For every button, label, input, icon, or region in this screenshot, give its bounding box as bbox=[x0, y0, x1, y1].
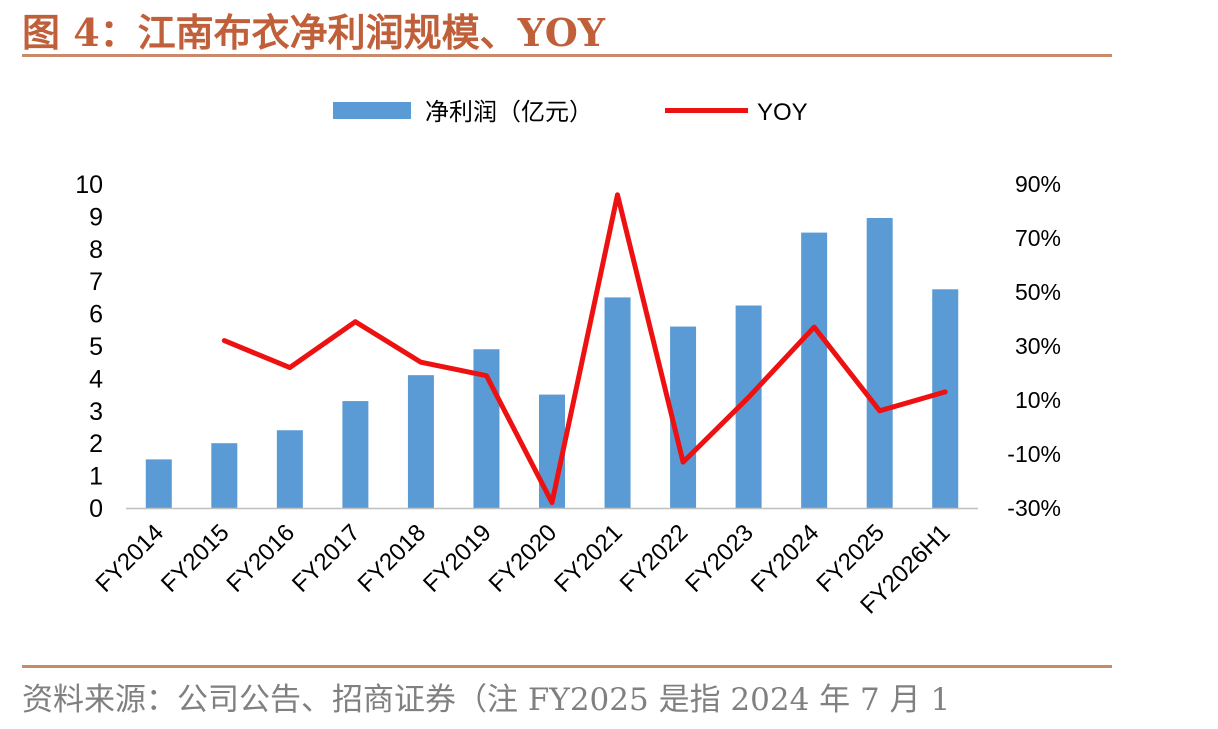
title-rule bbox=[22, 54, 1112, 57]
left-tick-label: 10 bbox=[75, 171, 103, 199]
figure-title: 图 4：江南布衣净利润规模、YOY bbox=[22, 10, 606, 55]
left-tick-label: 8 bbox=[89, 236, 103, 264]
x-axis: FY2014FY2015FY2016FY2017FY2018FY2019FY20… bbox=[90, 519, 955, 619]
chart: 净利润（亿元） YOY 0 1 2 3 4 5 6 7 8 9 10 -30% -10% 10% 30% 5… bbox=[75, 99, 1061, 619]
right-tick-label: 90% bbox=[1015, 171, 1061, 197]
source-note: 资料来源：公司公告、招商证券（注 FY2025 是指 2024 年 7 月 1 bbox=[22, 682, 951, 718]
bar bbox=[801, 232, 828, 508]
bar bbox=[342, 401, 369, 508]
left-tick-label: 0 bbox=[89, 495, 103, 523]
legend-bar-swatch bbox=[333, 102, 411, 119]
bar bbox=[211, 443, 238, 508]
x-tick-label: FY2018 bbox=[353, 519, 432, 598]
bar bbox=[276, 430, 303, 508]
right-tick-label: 10% bbox=[1015, 387, 1061, 413]
yoy-line bbox=[221, 192, 948, 506]
right-tick-label: 50% bbox=[1015, 279, 1061, 305]
x-tick-label: FY2014 bbox=[90, 519, 169, 598]
bar bbox=[407, 375, 434, 508]
left-tick-label: 7 bbox=[89, 268, 103, 296]
left-tick-label: 2 bbox=[89, 430, 103, 458]
left-tick-label: 5 bbox=[89, 333, 103, 361]
x-tick-label: FY2024 bbox=[746, 519, 825, 598]
bar bbox=[604, 297, 631, 508]
x-tick-label: FY2019 bbox=[418, 519, 497, 598]
x-tick-label: FY2022 bbox=[615, 519, 694, 598]
x-tick-label: FY2020 bbox=[484, 519, 563, 598]
bar bbox=[866, 218, 893, 508]
x-tick-label: FY2021 bbox=[549, 519, 628, 598]
legend-bar-label: 净利润（亿元） bbox=[425, 99, 593, 126]
x-tick-label: FY2015 bbox=[156, 519, 235, 598]
legend-line-label: YOY bbox=[757, 99, 808, 126]
x-tick-label: FY2023 bbox=[680, 519, 759, 598]
right-axis: -30% -10% 10% 30% 50% 70% 90% bbox=[1007, 171, 1061, 521]
right-tick-label: 70% bbox=[1015, 225, 1061, 251]
legend: 净利润（亿元） YOY bbox=[333, 99, 808, 126]
left-tick-label: 4 bbox=[89, 365, 103, 393]
right-tick-label: 30% bbox=[1015, 333, 1061, 359]
bar bbox=[932, 289, 959, 508]
left-tick-label: 3 bbox=[89, 398, 103, 426]
x-tick-label: FY2017 bbox=[287, 519, 366, 598]
right-tick-label: -10% bbox=[1007, 441, 1061, 467]
source-rule bbox=[22, 665, 1112, 668]
left-tick-label: 9 bbox=[89, 203, 103, 231]
left-axis: 0 1 2 3 4 5 6 7 8 9 10 bbox=[75, 171, 103, 523]
left-tick-label: 6 bbox=[89, 301, 103, 329]
right-tick-label: -30% bbox=[1007, 495, 1061, 521]
bar-series bbox=[145, 218, 959, 508]
left-tick-label: 1 bbox=[89, 463, 103, 491]
x-tick-label: FY2016 bbox=[222, 519, 301, 598]
bar bbox=[145, 459, 172, 508]
yoy-line-series bbox=[221, 192, 948, 506]
